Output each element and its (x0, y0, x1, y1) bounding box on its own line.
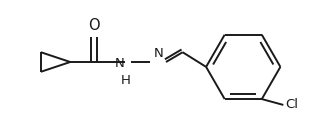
Text: N: N (153, 47, 163, 60)
Text: Cl: Cl (285, 98, 298, 111)
Text: O: O (88, 18, 100, 33)
Text: H: H (121, 74, 131, 87)
Text: N: N (115, 57, 125, 70)
